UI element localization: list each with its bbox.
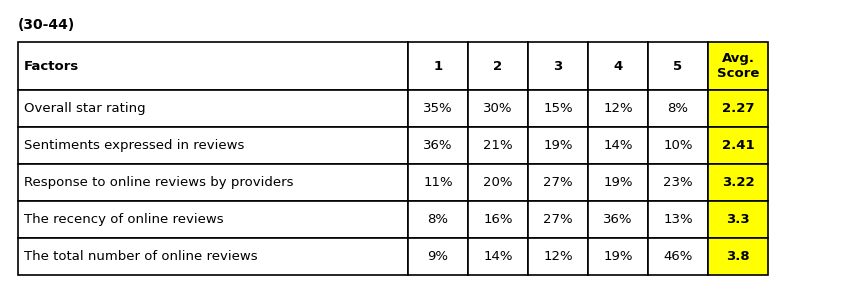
Bar <box>528 127 588 164</box>
Bar <box>528 201 588 238</box>
Bar <box>468 238 528 275</box>
Bar <box>528 238 588 275</box>
Text: The recency of online reviews: The recency of online reviews <box>24 213 224 226</box>
Text: 1: 1 <box>433 59 443 72</box>
Bar <box>528 164 588 201</box>
Text: Overall star rating: Overall star rating <box>24 102 146 115</box>
Text: (30-44): (30-44) <box>18 18 76 32</box>
Text: 3.8: 3.8 <box>727 250 750 263</box>
Bar <box>468 164 528 201</box>
Bar <box>708 42 768 90</box>
Text: 19%: 19% <box>603 250 633 263</box>
Bar <box>588 201 648 238</box>
Bar <box>18 42 408 90</box>
Text: 3.3: 3.3 <box>727 213 750 226</box>
Bar <box>588 90 648 127</box>
Bar <box>18 201 408 238</box>
Text: 36%: 36% <box>424 139 453 152</box>
Bar <box>408 238 468 275</box>
Bar <box>468 127 528 164</box>
Bar <box>18 90 408 127</box>
Bar <box>18 127 408 164</box>
Bar <box>648 201 708 238</box>
Bar <box>648 127 708 164</box>
Text: Response to online reviews by providers: Response to online reviews by providers <box>24 176 293 189</box>
Text: 2.27: 2.27 <box>722 102 754 115</box>
Bar <box>408 90 468 127</box>
Text: Factors: Factors <box>24 59 79 72</box>
Bar <box>468 42 528 90</box>
Bar <box>408 164 468 201</box>
Text: 3: 3 <box>554 59 562 72</box>
Bar <box>18 238 408 275</box>
Bar <box>588 238 648 275</box>
Text: 23%: 23% <box>663 176 693 189</box>
Bar <box>648 238 708 275</box>
Text: 2.41: 2.41 <box>721 139 754 152</box>
Text: 16%: 16% <box>483 213 513 226</box>
Text: 21%: 21% <box>483 139 513 152</box>
Text: 15%: 15% <box>543 102 573 115</box>
Bar <box>408 127 468 164</box>
Text: 30%: 30% <box>483 102 513 115</box>
Text: 5: 5 <box>674 59 682 72</box>
Text: 36%: 36% <box>603 213 633 226</box>
Text: 27%: 27% <box>543 176 573 189</box>
Text: 11%: 11% <box>424 176 453 189</box>
Text: 20%: 20% <box>483 176 513 189</box>
Text: 2: 2 <box>493 59 503 72</box>
Bar <box>708 238 768 275</box>
Text: 35%: 35% <box>424 102 453 115</box>
Text: 10%: 10% <box>663 139 693 152</box>
Bar <box>708 164 768 201</box>
Bar <box>468 201 528 238</box>
Text: Avg.
Score: Avg. Score <box>717 52 760 80</box>
Text: 3.22: 3.22 <box>721 176 754 189</box>
Bar <box>408 201 468 238</box>
Text: 19%: 19% <box>543 139 573 152</box>
Text: 13%: 13% <box>663 213 693 226</box>
Bar <box>708 201 768 238</box>
Text: 14%: 14% <box>483 250 513 263</box>
Text: 19%: 19% <box>603 176 633 189</box>
Text: The total number of online reviews: The total number of online reviews <box>24 250 258 263</box>
Text: 12%: 12% <box>543 250 573 263</box>
Text: 8%: 8% <box>667 102 688 115</box>
Bar <box>648 164 708 201</box>
Text: 27%: 27% <box>543 213 573 226</box>
Bar <box>648 42 708 90</box>
Bar <box>708 127 768 164</box>
Text: 12%: 12% <box>603 102 633 115</box>
Text: 4: 4 <box>614 59 622 72</box>
Bar <box>648 90 708 127</box>
Text: 46%: 46% <box>663 250 693 263</box>
Text: 9%: 9% <box>428 250 449 263</box>
Bar <box>588 127 648 164</box>
Bar <box>708 90 768 127</box>
Bar <box>588 164 648 201</box>
Bar <box>18 164 408 201</box>
Text: Sentiments expressed in reviews: Sentiments expressed in reviews <box>24 139 245 152</box>
Text: 14%: 14% <box>603 139 633 152</box>
Bar <box>468 90 528 127</box>
Bar <box>528 90 588 127</box>
Bar <box>528 42 588 90</box>
Bar <box>588 42 648 90</box>
Bar <box>408 42 468 90</box>
Text: 8%: 8% <box>428 213 449 226</box>
